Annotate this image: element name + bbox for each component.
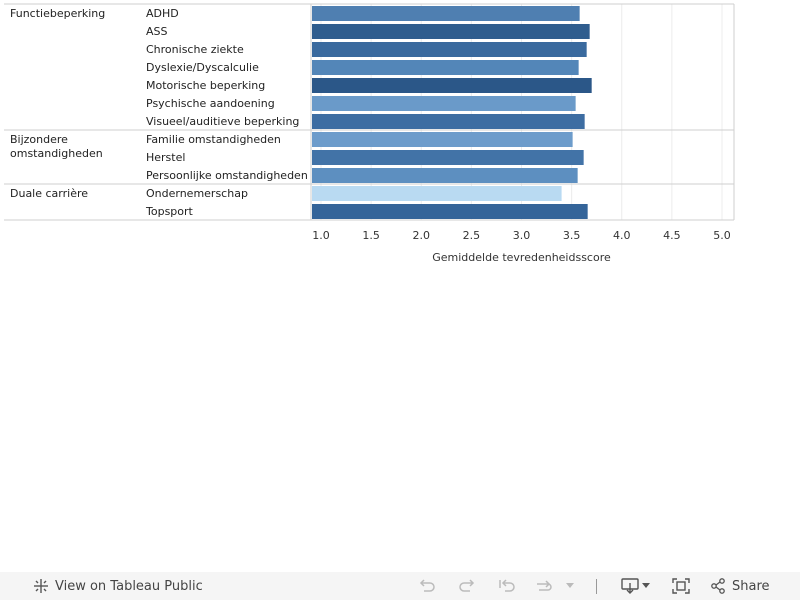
x-tick-label: 4.0 (613, 229, 631, 242)
category-label: Motorische beperking (146, 79, 265, 92)
share-icon (711, 578, 725, 594)
category-label: Persoonlijke omstandigheden (146, 169, 308, 182)
tableau-logo-icon (34, 579, 48, 593)
bar (312, 150, 584, 165)
redo-icon[interactable] (458, 578, 476, 594)
fullscreen-icon[interactable] (672, 578, 690, 594)
bar (312, 186, 562, 201)
bar (312, 168, 578, 183)
download-chevron-icon[interactable] (641, 582, 651, 590)
x-tick-label: 3.0 (513, 229, 531, 242)
group-label: Duale carrière (10, 187, 88, 200)
x-axis-title: Gemiddelde tevredenheidsscore (432, 251, 611, 264)
bar (312, 96, 576, 111)
x-tick-label: 3.5 (563, 229, 581, 242)
bar (312, 78, 592, 93)
category-label: Chronische ziekte (146, 43, 244, 56)
category-label: Ondernemerschap (146, 187, 248, 200)
bar (312, 24, 590, 39)
category-label: Dyslexie/Dyscalculie (146, 61, 259, 74)
toolbar-divider (596, 579, 597, 594)
undo-icon[interactable] (418, 578, 436, 594)
bar (312, 132, 573, 147)
view-on-tableau-label: View on Tableau Public (55, 578, 203, 594)
group-label: Functiebeperking (10, 7, 105, 20)
download-icon[interactable] (621, 578, 639, 594)
bar (312, 204, 588, 219)
x-tick-label: 1.0 (312, 229, 330, 242)
category-label: Visueel/auditieve beperking (146, 115, 299, 128)
group-label: Bijzondere omstandigheden (10, 133, 103, 160)
x-tick-label: 2.5 (463, 229, 481, 242)
chevron-down-icon[interactable] (565, 582, 575, 590)
bar (312, 114, 585, 129)
bar-chart: Functiebeperking ADHD ASS Chronische ziekte… (4, 3, 735, 264)
toolbar: View on Tableau Public (0, 572, 800, 600)
share-label: Share (732, 578, 770, 594)
revert-icon[interactable] (498, 578, 516, 594)
category-label: Familie omstandigheden (146, 133, 281, 146)
category-label: ADHD (146, 7, 179, 20)
chart-area: Functiebeperking ADHD ASS Chronische ziekte… (0, 0, 800, 280)
pause-updates-icon[interactable] (535, 578, 555, 594)
bar (312, 42, 587, 57)
x-tick-label: 5.0 (713, 229, 731, 242)
category-label: Herstel (146, 151, 185, 164)
share-button[interactable]: Share (710, 578, 770, 594)
x-tick-label: 4.5 (663, 229, 681, 242)
x-tick-label: 1.5 (362, 229, 380, 242)
category-label: Psychische aandoening (146, 97, 275, 110)
x-tick-label: 2.0 (413, 229, 431, 242)
bar (312, 60, 579, 75)
category-label: Topsport (145, 205, 194, 218)
bar (312, 6, 580, 21)
category-label: ASS (146, 25, 168, 38)
view-on-tableau-link[interactable]: View on Tableau Public (33, 578, 203, 594)
